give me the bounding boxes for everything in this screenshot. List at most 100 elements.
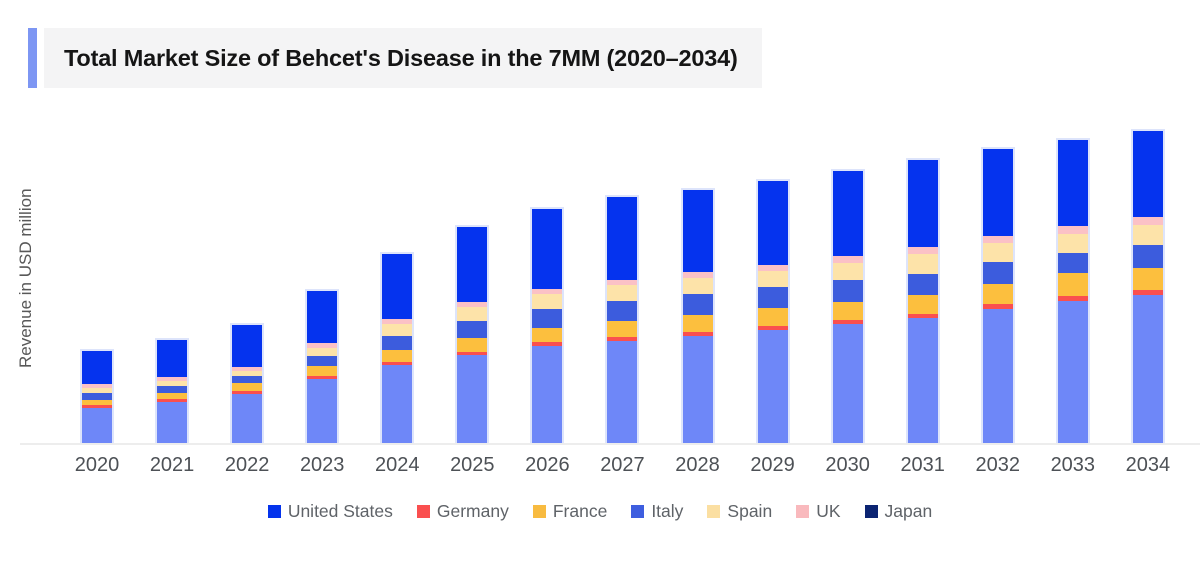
bar-segment-germany-2028[interactable] bbox=[682, 332, 713, 336]
bar-segment-united-states-2032[interactable] bbox=[982, 149, 1013, 236]
bar-segment-italy-2029[interactable] bbox=[757, 287, 788, 308]
bar-segment-uk-2022[interactable] bbox=[232, 367, 263, 371]
bar-segment-uk-2024[interactable] bbox=[382, 319, 413, 324]
bar-2024[interactable] bbox=[380, 252, 415, 443]
bar-segment-united-states-2025[interactable] bbox=[457, 227, 488, 302]
bar-segment-italy-2032[interactable] bbox=[982, 262, 1013, 284]
bar-2027[interactable] bbox=[605, 195, 640, 443]
bar-segment-japan-2025[interactable] bbox=[457, 355, 488, 443]
bar-2032[interactable] bbox=[980, 147, 1015, 443]
bar-segment-japan-2029[interactable] bbox=[757, 330, 788, 443]
bar-segment-uk-2026[interactable] bbox=[532, 289, 563, 294]
bar-segment-spain-2029[interactable] bbox=[757, 271, 788, 287]
bar-segment-united-states-2027[interactable] bbox=[607, 197, 638, 280]
bar-segment-france-2031[interactable] bbox=[907, 295, 938, 314]
bar-segment-united-states-2023[interactable] bbox=[307, 291, 338, 343]
bar-segment-germany-2021[interactable] bbox=[157, 399, 188, 402]
bar-segment-japan-2023[interactable] bbox=[307, 379, 338, 443]
bar-segment-germany-2025[interactable] bbox=[457, 352, 488, 355]
bar-segment-japan-2027[interactable] bbox=[607, 341, 638, 443]
bar-segment-spain-2022[interactable] bbox=[232, 371, 263, 376]
bar-segment-united-states-2020[interactable] bbox=[82, 351, 112, 384]
bar-2030[interactable] bbox=[830, 169, 865, 443]
bar-segment-united-states-2021[interactable] bbox=[157, 340, 188, 377]
bar-segment-france-2032[interactable] bbox=[982, 284, 1013, 304]
bar-segment-france-2034[interactable] bbox=[1132, 268, 1163, 290]
bar-2025[interactable] bbox=[455, 225, 490, 443]
bar-segment-france-2022[interactable] bbox=[232, 383, 263, 391]
bar-segment-italy-2024[interactable] bbox=[382, 336, 413, 350]
bar-2020[interactable] bbox=[80, 349, 114, 443]
bar-segment-germany-2032[interactable] bbox=[982, 304, 1013, 309]
bar-segment-uk-2023[interactable] bbox=[307, 343, 338, 348]
bar-2026[interactable] bbox=[530, 207, 565, 443]
bar-segment-italy-2028[interactable] bbox=[682, 294, 713, 315]
bar-segment-united-states-2029[interactable] bbox=[757, 181, 788, 265]
bar-segment-spain-2033[interactable] bbox=[1057, 234, 1088, 253]
bar-segment-spain-2025[interactable] bbox=[457, 307, 488, 321]
bar-segment-japan-2028[interactable] bbox=[682, 336, 713, 443]
bar-segment-uk-2031[interactable] bbox=[907, 247, 938, 254]
bar-segment-uk-2029[interactable] bbox=[757, 265, 788, 271]
bar-segment-italy-2033[interactable] bbox=[1057, 253, 1088, 273]
bar-segment-germany-2023[interactable] bbox=[307, 376, 338, 379]
bar-segment-japan-2033[interactable] bbox=[1057, 301, 1088, 443]
bar-segment-france-2021[interactable] bbox=[157, 393, 188, 399]
bar-segment-uk-2028[interactable] bbox=[682, 272, 713, 278]
bar-segment-uk-2021[interactable] bbox=[157, 377, 188, 381]
bar-segment-germany-2031[interactable] bbox=[907, 314, 938, 318]
bar-segment-germany-2024[interactable] bbox=[382, 362, 413, 365]
bar-segment-uk-2033[interactable] bbox=[1057, 226, 1088, 234]
bar-segment-germany-2026[interactable] bbox=[532, 342, 563, 346]
bar-segment-japan-2031[interactable] bbox=[907, 318, 938, 443]
bar-segment-france-2020[interactable] bbox=[82, 400, 112, 405]
bar-segment-united-states-2034[interactable] bbox=[1132, 131, 1163, 217]
bar-segment-japan-2026[interactable] bbox=[532, 346, 563, 443]
bar-segment-germany-2034[interactable] bbox=[1132, 290, 1163, 295]
bar-segment-italy-2031[interactable] bbox=[907, 274, 938, 295]
legend-item-spain[interactable]: Spain bbox=[707, 501, 772, 522]
legend-item-japan[interactable]: Japan bbox=[864, 501, 932, 522]
bar-segment-italy-2026[interactable] bbox=[532, 309, 563, 328]
bar-segment-united-states-2031[interactable] bbox=[907, 160, 938, 247]
bar-segment-germany-2030[interactable] bbox=[832, 320, 863, 324]
bar-segment-italy-2023[interactable] bbox=[307, 356, 338, 366]
bar-segment-france-2027[interactable] bbox=[607, 321, 638, 337]
bar-segment-spain-2028[interactable] bbox=[682, 278, 713, 294]
bar-segment-germany-2033[interactable] bbox=[1057, 296, 1088, 301]
bar-segment-france-2029[interactable] bbox=[757, 308, 788, 326]
bar-2021[interactable] bbox=[155, 338, 190, 443]
bar-segment-spain-2020[interactable] bbox=[82, 388, 112, 393]
bar-segment-germany-2020[interactable] bbox=[82, 405, 112, 408]
bar-segment-spain-2027[interactable] bbox=[607, 285, 638, 301]
bar-segment-spain-2021[interactable] bbox=[157, 381, 188, 386]
bar-segment-uk-2020[interactable] bbox=[82, 384, 112, 388]
bar-segment-japan-2032[interactable] bbox=[982, 309, 1013, 443]
bar-segment-japan-2022[interactable] bbox=[232, 394, 263, 443]
bar-segment-italy-2020[interactable] bbox=[82, 393, 112, 400]
bar-segment-spain-2032[interactable] bbox=[982, 243, 1013, 262]
legend-item-italy[interactable]: Italy bbox=[631, 501, 683, 522]
bar-segment-japan-2024[interactable] bbox=[382, 365, 413, 443]
bar-segment-italy-2021[interactable] bbox=[157, 386, 188, 393]
bar-segment-spain-2026[interactable] bbox=[532, 294, 563, 309]
bar-2033[interactable] bbox=[1055, 138, 1090, 443]
legend-item-uk[interactable]: UK bbox=[796, 501, 841, 522]
bar-segment-germany-2029[interactable] bbox=[757, 326, 788, 330]
bar-segment-spain-2030[interactable] bbox=[832, 263, 863, 280]
bar-segment-spain-2034[interactable] bbox=[1132, 225, 1163, 245]
bar-2034[interactable] bbox=[1130, 129, 1165, 443]
bar-segment-france-2025[interactable] bbox=[457, 338, 488, 352]
bar-segment-japan-2021[interactable] bbox=[157, 402, 188, 443]
bar-segment-japan-2020[interactable] bbox=[82, 408, 112, 443]
bar-segment-germany-2022[interactable] bbox=[232, 391, 263, 394]
bar-segment-united-states-2024[interactable] bbox=[382, 254, 413, 319]
bar-2028[interactable] bbox=[680, 188, 715, 443]
bar-2023[interactable] bbox=[305, 289, 340, 443]
bar-segment-uk-2030[interactable] bbox=[832, 256, 863, 263]
bar-segment-italy-2027[interactable] bbox=[607, 301, 638, 321]
bar-segment-united-states-2026[interactable] bbox=[532, 209, 563, 289]
bar-segment-uk-2034[interactable] bbox=[1132, 217, 1163, 225]
legend-item-france[interactable]: France bbox=[532, 501, 607, 522]
bar-segment-united-states-2030[interactable] bbox=[832, 171, 863, 256]
